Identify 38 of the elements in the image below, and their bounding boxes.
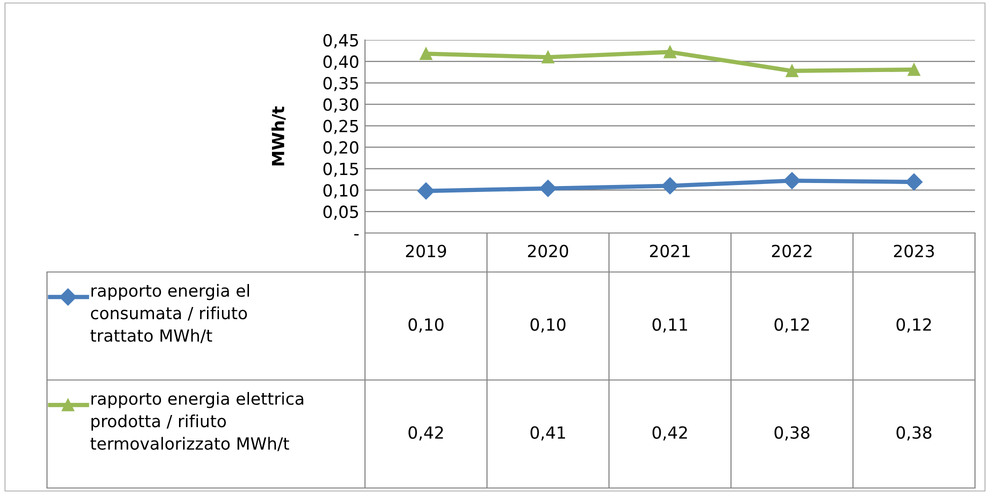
legend-label: rapporto energia elettrica prodotta / rifiuto termovalorizzato MWh/t	[90, 392, 304, 452]
data-label: 0,38	[774, 426, 810, 441]
y-tick-label: 0,20	[323, 141, 358, 156]
data-label: 0,38	[896, 426, 932, 441]
y-tick-label: -	[354, 234, 359, 236]
data-label: 0,12	[896, 318, 931, 333]
y-tick-label: 0,45	[323, 34, 358, 48]
y-axis-title: MWh/t	[271, 106, 286, 166]
point	[783, 172, 801, 190]
x-tick-label: 2022	[772, 244, 812, 258]
data-label: 0,10	[408, 318, 444, 333]
y-tick-label: 0,15	[323, 162, 358, 177]
point	[661, 177, 679, 194]
point	[786, 64, 798, 78]
data-label: 0,11	[652, 318, 688, 333]
data-label: 0,41	[530, 426, 566, 441]
y-tick-label: 0,40	[323, 55, 358, 70]
y-tick-label: 0,10	[323, 184, 358, 198]
y-tick-label: 0,30	[323, 98, 358, 113]
point	[908, 63, 920, 76]
data-label: 0,42	[652, 426, 687, 441]
x-tick-label: 2023	[894, 244, 934, 258]
x-tick-label: 2021	[650, 244, 690, 258]
data-label: 0,12	[774, 318, 809, 333]
y-tick-label: 0,35	[323, 76, 358, 92]
y-tick-label: 0,25	[323, 120, 358, 134]
y-tick-label: 0,05	[323, 206, 358, 220]
point	[420, 47, 432, 60]
legend-label: rapporto energia el consumata / rifiuto trattato MWh/t	[90, 284, 249, 344]
point	[539, 180, 557, 197]
data-label: 0,10	[530, 318, 566, 333]
x-tick-label: 2019	[406, 244, 446, 258]
point	[542, 50, 554, 64]
point	[417, 182, 435, 200]
x-tick-label: 2020	[528, 244, 568, 258]
point	[664, 46, 676, 58]
point	[905, 173, 923, 191]
data-label: 0,42	[408, 426, 443, 441]
